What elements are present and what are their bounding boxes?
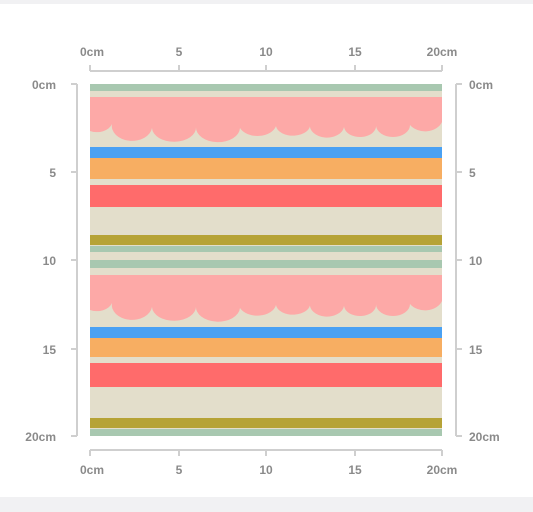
top-ruler-label: 10 [259,45,273,59]
sage-stripe [90,246,442,252]
sage-stripe [90,260,442,268]
top-ruler-label: 15 [348,45,362,59]
bottom-ruler-label: 20cm [427,463,458,477]
left-ruler-labels: 0cm 5 10 15 20cm [25,78,56,444]
olive-stripe [90,235,442,245]
sage-stripe [90,429,442,436]
pink-scallop-band [90,97,442,143]
left-ruler-label: 0cm [32,78,56,92]
pink-scallop-band [90,275,442,322]
left-ruler-label: 15 [43,343,57,357]
blue-stripe [90,327,442,338]
right-ruler-label: 5 [469,166,476,180]
left-ruler-label: 20cm [25,430,56,444]
right-ruler-label: 15 [469,343,483,357]
red-stripe [90,363,442,387]
orange-stripe [90,338,442,357]
top-band [0,0,533,4]
sage-stripe [90,84,442,91]
bottom-ruler-labels: 0cm 5 10 15 20cm [80,463,457,477]
left-ruler-label: 5 [49,166,56,180]
right-ruler-labels: 0cm 5 10 15 20cm [469,78,500,444]
right-ruler-label: 10 [469,254,483,268]
olive-stripe [90,418,442,428]
blue-stripe [90,147,442,158]
top-ruler-label: 0cm [80,45,104,59]
right-ruler-label: 20cm [469,430,500,444]
left-ruler-label: 10 [43,254,57,268]
top-ruler-label: 20cm [427,45,458,59]
pattern-swatch [90,84,442,436]
bottom-ruler-label: 0cm [80,463,104,477]
bottom-ruler-label: 5 [176,463,183,477]
bottom-band [0,497,533,512]
top-ruler-label: 5 [176,45,183,59]
top-ruler-labels: 0cm 5 10 15 20cm [80,45,457,59]
orange-stripe [90,158,442,179]
bottom-ruler-label: 10 [259,463,273,477]
red-stripe [90,185,442,207]
ruler-lines [71,65,462,456]
bottom-ruler-label: 15 [348,463,362,477]
right-ruler-label: 0cm [469,78,493,92]
